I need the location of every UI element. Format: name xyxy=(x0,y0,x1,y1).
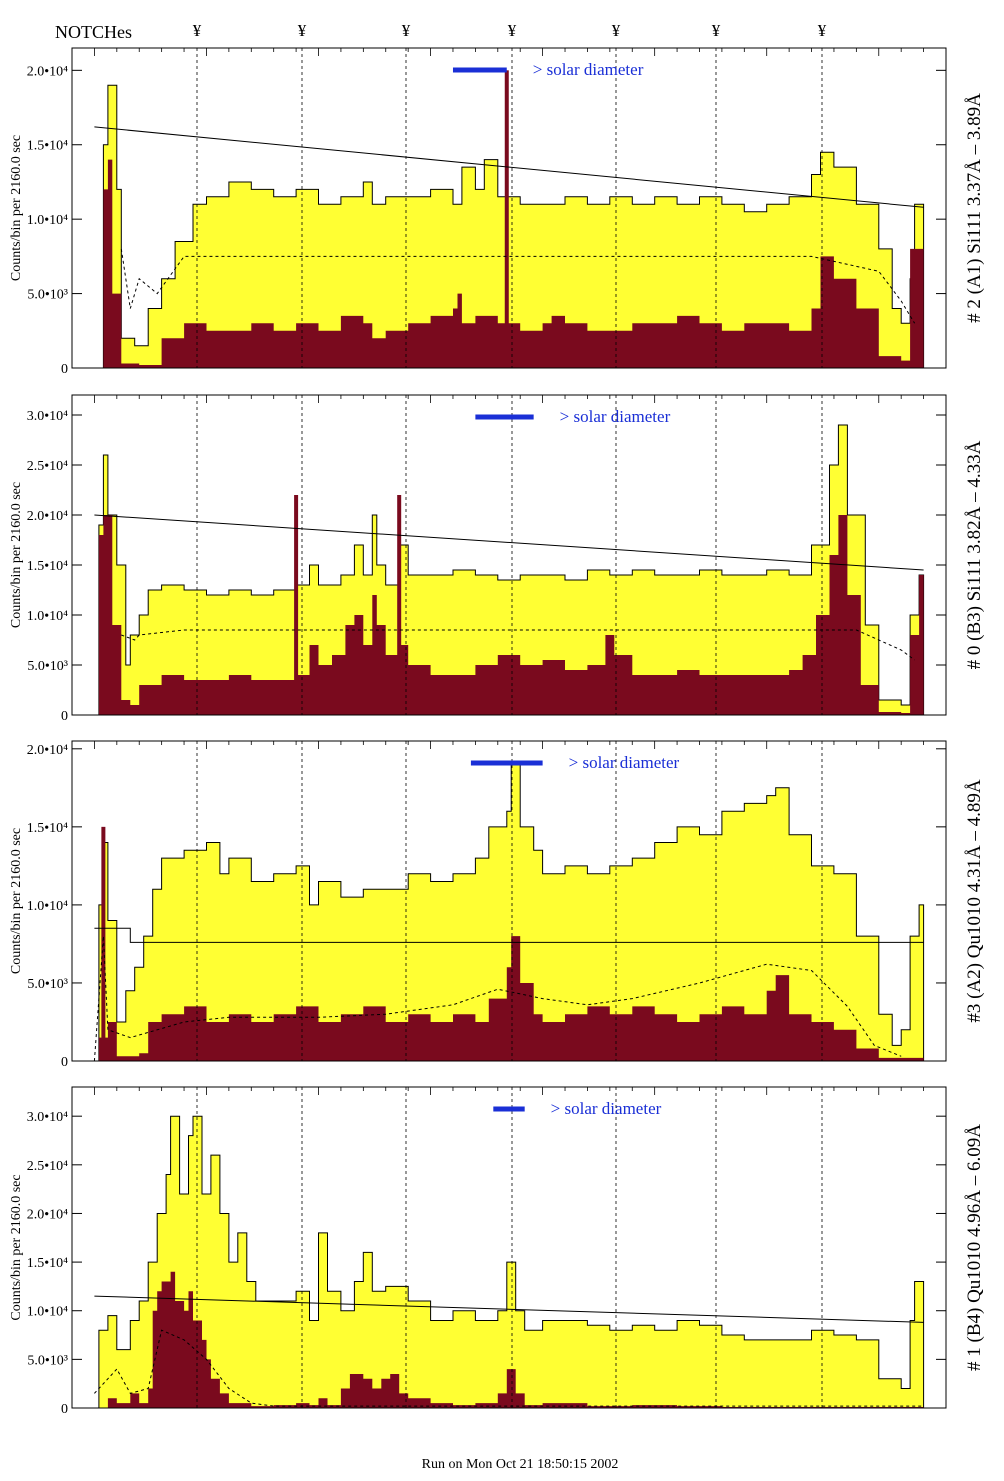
background-model-curve xyxy=(93,936,902,1061)
run-timestamp: Run on Mon Oct 21 18:50:15 2002 xyxy=(422,1457,619,1472)
y-tick-label: 1.5•10⁴ xyxy=(27,559,68,574)
total-counts-histogram xyxy=(94,84,925,368)
y-tick-label: 5.0•10³ xyxy=(27,977,68,992)
y-tick-label: 5.0•10³ xyxy=(27,288,68,303)
y-tick-label: 2.5•10⁴ xyxy=(27,1159,68,1174)
notch-marker-4: ¥ xyxy=(508,21,517,40)
y-tick-label: 0 xyxy=(61,709,68,724)
notches-label: NOTCHes xyxy=(55,22,132,42)
notch-marker-5: ¥ xyxy=(612,21,621,40)
solar-diameter-legend: > solar diameter xyxy=(551,1099,662,1118)
notch-marker-6: ¥ xyxy=(712,21,721,40)
spike-bar-1 xyxy=(504,70,509,368)
channel-label: # 0 (B3) Si111 3.82Å – 4.33Å xyxy=(964,440,985,669)
filtered-counts-histogram xyxy=(94,159,924,368)
notch-marker-1: ¥ xyxy=(193,21,202,40)
y-tick-label: 5.0•10³ xyxy=(27,1353,68,1368)
spectrum-panel-3: 0 5.0•10³ 1.0•10⁴ 1.5•10⁴ 2.0•10⁴ Counts/bin … xyxy=(9,740,985,1070)
solar-diameter-legend: > solar diameter xyxy=(569,753,680,772)
spectrum-panel-2: 0 5.0•10³ 1.0•10⁴ 1.5•10⁴ 2.0•10⁴ 2.5•10⁴ 3.0•… xyxy=(9,394,985,724)
solar-diameter-legend: > solar diameter xyxy=(533,60,644,79)
notch-markers: ¥ ¥ ¥ ¥ ¥ ¥ ¥ xyxy=(193,21,827,40)
spectrum-panel-1: 0 5.0•10³ 1.0•10⁴ 1.5•10⁴ 2.0•10⁴ Counts/bin … xyxy=(9,47,985,377)
y-tick-label: 3.0•10⁴ xyxy=(27,1110,68,1125)
y-tick-label: 1.5•10⁴ xyxy=(27,821,68,836)
y-tick-label: 1.0•10⁴ xyxy=(27,213,68,228)
y-tick-label: 1.5•10⁴ xyxy=(27,1256,68,1271)
y-tick-label: 5.0•10³ xyxy=(27,659,68,674)
trend-line xyxy=(94,126,924,208)
y-tick-label: 2.0•10⁴ xyxy=(27,509,68,524)
y-axis-title: Counts/bin per 2160.0 sec xyxy=(9,1174,24,1320)
solar-diameter-legend: > solar diameter xyxy=(560,407,671,426)
y-tick-label: 2.5•10⁴ xyxy=(27,459,68,474)
y-tick-label: 0 xyxy=(61,1055,68,1070)
trend-line xyxy=(94,927,924,943)
y-tick-label: 1.0•10⁴ xyxy=(27,899,68,914)
panels: 05.0•10³1.0•10⁴1.5•10⁴2.0•10⁴Counts/bin … xyxy=(9,47,985,1417)
trend-line xyxy=(94,514,924,571)
spike-bar-2 xyxy=(397,495,402,715)
channel-label: # 1 (B4) Qu1010 4.96Å – 6.09Å xyxy=(964,1124,985,1371)
background-model-curve xyxy=(94,1329,924,1407)
plot-frame xyxy=(71,1086,947,1409)
y-tick-label: 1.5•10⁴ xyxy=(27,139,68,154)
channel-label: #3 (A2) Qu1010 4.31Å – 4.89Å xyxy=(964,779,985,1023)
filtered-counts-histogram xyxy=(94,515,924,715)
y-tick-label: 2.0•10⁴ xyxy=(27,743,68,758)
y-tick-label: 2.0•10⁴ xyxy=(27,1207,68,1222)
notch-marker-3: ¥ xyxy=(402,21,411,40)
spectrum-panel-4: 0 5.0•10³ 1.0•10⁴ 1.5•10⁴ 2.0•10⁴ 2.5•10⁴ 3.0•… xyxy=(9,1086,985,1417)
notch-marker-7: ¥ xyxy=(818,21,827,40)
y-tick-label: 0 xyxy=(61,362,68,377)
total-counts-histogram xyxy=(94,1115,925,1408)
y-tick-label: 3.0•10⁴ xyxy=(27,409,68,424)
y-axis-title: Counts/bin per 2160.0 sec xyxy=(9,482,24,628)
filtered-counts-histogram xyxy=(94,1271,924,1408)
notch-marker-2: ¥ xyxy=(298,21,307,40)
y-tick-label: 1.0•10⁴ xyxy=(27,609,68,624)
plot-frame xyxy=(71,394,947,716)
spike-bar-1 xyxy=(294,495,299,715)
y-axis-title: Counts/bin per 2160.0 sec xyxy=(9,828,24,974)
y-tick-label: 1.0•10⁴ xyxy=(27,1305,68,1320)
y-tick-label: 0 xyxy=(61,1402,68,1417)
y-tick-label: 2.0•10⁴ xyxy=(27,64,68,79)
trend-line xyxy=(94,1295,924,1323)
y-axis-title: Counts/bin per 2160.0 sec xyxy=(9,135,24,281)
plot-frame xyxy=(71,47,947,369)
channel-label: # 2 (A1) Si111 3.37Å – 3.89Å xyxy=(964,93,985,323)
plot-frame xyxy=(71,740,947,1062)
